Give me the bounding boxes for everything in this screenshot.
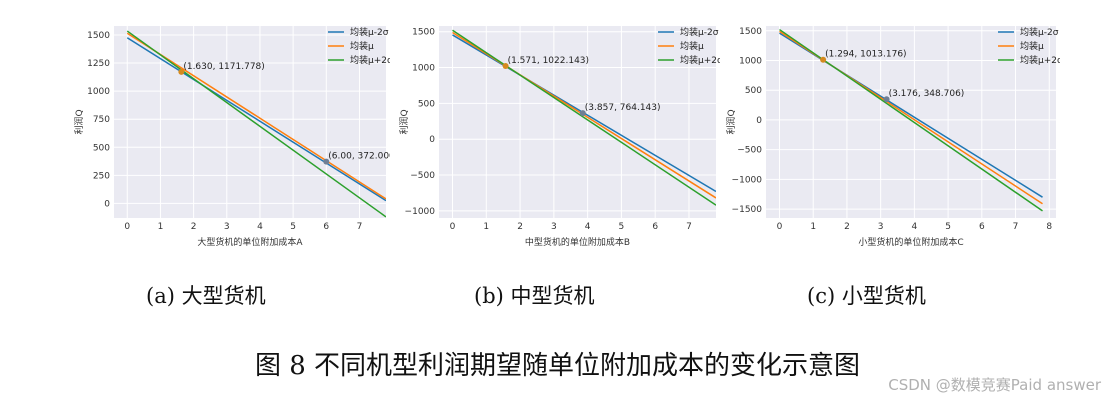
x-tick-label: 0 [450, 222, 456, 232]
x-tick-label: 5 [619, 222, 625, 232]
legend-label-1: 均装μ [680, 40, 704, 52]
y-tick-label: 500 [418, 99, 435, 109]
y-tick-label: 250 [93, 171, 110, 181]
y-tick-label: −1000 [732, 175, 763, 185]
y-tick-label: 1500 [739, 27, 762, 37]
plot-area [439, 26, 716, 218]
x-tick-label: 4 [257, 222, 263, 232]
y-tick-label: 0 [756, 116, 762, 126]
annotation-point-1 [883, 96, 890, 103]
x-tick-label: 7 [1013, 222, 1019, 232]
caption-b: (b) 中型货机 [474, 284, 595, 308]
y-tick-label: 500 [745, 86, 762, 96]
y-tick-label: 1000 [739, 56, 762, 66]
annotation-point-0 [502, 62, 509, 69]
x-tick-label: 7 [686, 222, 692, 232]
x-tick-label: 2 [844, 222, 850, 232]
x-tick-label: 3 [551, 222, 557, 232]
x-tick-label: 3 [878, 222, 884, 232]
chart-panel-c: 0 1 2 3 4 5 6 7 8 −1500 −1000 −500 0 500 1000 1500 小型货机的… [725, 26, 1060, 248]
y-tick-label: −1000 [405, 207, 436, 217]
legend-label-0: 均装μ-2σ [680, 26, 719, 38]
y-axis-label: 利润Q [398, 109, 410, 134]
annotation-label-0: (1.294, 1013.176) [825, 50, 906, 60]
x-tick-label: 0 [124, 222, 130, 232]
y-tick-label: 1000 [87, 87, 110, 97]
y-tick-label: 500 [93, 143, 110, 153]
legend-label-0: 均装μ-2σ [350, 26, 389, 38]
caption-a: (a) 大型货机 [146, 284, 266, 308]
legend: 均装μ-2σ 均装μ 均装μ+2σ [328, 26, 390, 66]
annotation-label-1: (6.00, 372.000) [328, 152, 390, 162]
x-tick-label: 5 [290, 222, 296, 232]
legend-label-2: 均装μ+2σ [350, 54, 390, 66]
series-line-1 [126, 32, 386, 200]
annotation-point-0 [820, 56, 827, 63]
annotation-point-1 [323, 158, 330, 165]
legend-label-2: 均装μ+2σ [1020, 54, 1060, 66]
x-tick-label: 1 [158, 222, 164, 232]
x-tick-label: 2 [517, 222, 523, 232]
annotation-point-0 [178, 68, 185, 75]
y-tick-label: 1000 [412, 64, 435, 74]
y-tick-label: 0 [104, 199, 110, 209]
y-tick-label: −500 [410, 171, 435, 181]
x-axis-label: 小型货机的单位附加成本C [858, 236, 963, 248]
x-tick-label: 5 [945, 222, 951, 232]
annotation-point-1 [579, 110, 586, 117]
x-tick-label: 8 [1046, 222, 1052, 232]
annotation-label-1: (3.176, 348.706) [889, 89, 965, 99]
legend-label-1: 均装μ [1020, 40, 1044, 52]
x-tick-label: 4 [912, 222, 918, 232]
figure-title: 图 8 不同机型利润期望随单位附加成本的变化示意图 [254, 351, 861, 381]
chart-panel-a: 0 1 2 3 4 5 6 7 0 250 500 750 1000 1250 1500 大型货机的单位附加成… [73, 26, 390, 248]
y-axis-label: 利润Q [73, 109, 85, 134]
x-axis-label: 大型货机的单位附加成本A [197, 236, 303, 248]
series-group [126, 30, 386, 218]
x-tick-label: 2 [191, 222, 197, 232]
x-tick-label: 6 [652, 222, 658, 232]
y-tick-label: 1250 [87, 59, 110, 69]
y-tick-label: 0 [429, 135, 435, 145]
legend: 均装μ-2σ 均装μ 均装μ+2σ [658, 26, 720, 66]
x-axis-label: 中型货机的单位附加成本B [525, 236, 630, 248]
annotation-label-0: (1.630, 1171.778) [183, 62, 264, 72]
legend-label-1: 均装μ [350, 40, 374, 52]
legend-label-2: 均装μ+2σ [680, 54, 720, 66]
series-line-2 [452, 29, 716, 206]
plot-area [766, 26, 1056, 218]
x-tick-label: 3 [224, 222, 230, 232]
x-tick-label: 1 [483, 222, 489, 232]
watermark: CSDN @数模竞赛Paid answer [888, 376, 1101, 394]
x-tick-label: 7 [357, 222, 363, 232]
y-axis-label: 利润Q [725, 109, 737, 134]
series-line-0 [126, 37, 386, 202]
y-tick-label: −1500 [732, 205, 763, 215]
y-tick-label: 1500 [412, 28, 435, 38]
x-tick-label: 4 [585, 222, 591, 232]
legend: 均装μ-2σ 均装μ 均装μ+2σ [998, 26, 1060, 66]
annotation-label-1: (3.857, 764.143) [585, 103, 661, 113]
legend-label-0: 均装μ-2σ [1020, 26, 1059, 38]
x-tick-label: 0 [777, 222, 783, 232]
x-tick-label: 6 [323, 222, 329, 232]
series-line-2 [126, 30, 386, 218]
annotation-label-0: (1.571, 1022.143) [508, 56, 589, 66]
x-tick-label: 1 [810, 222, 816, 232]
y-tick-label: 1500 [87, 31, 110, 41]
y-tick-label: 750 [93, 115, 110, 125]
chart-panel-b: 0 1 2 3 4 5 6 7 −1000 −500 0 500 1000 1500 中型货机的单位附加成本… [398, 26, 720, 248]
y-tick-label: −500 [737, 146, 762, 156]
x-tick-label: 6 [979, 222, 985, 232]
caption-c: (c) 小型货机 [807, 284, 926, 308]
